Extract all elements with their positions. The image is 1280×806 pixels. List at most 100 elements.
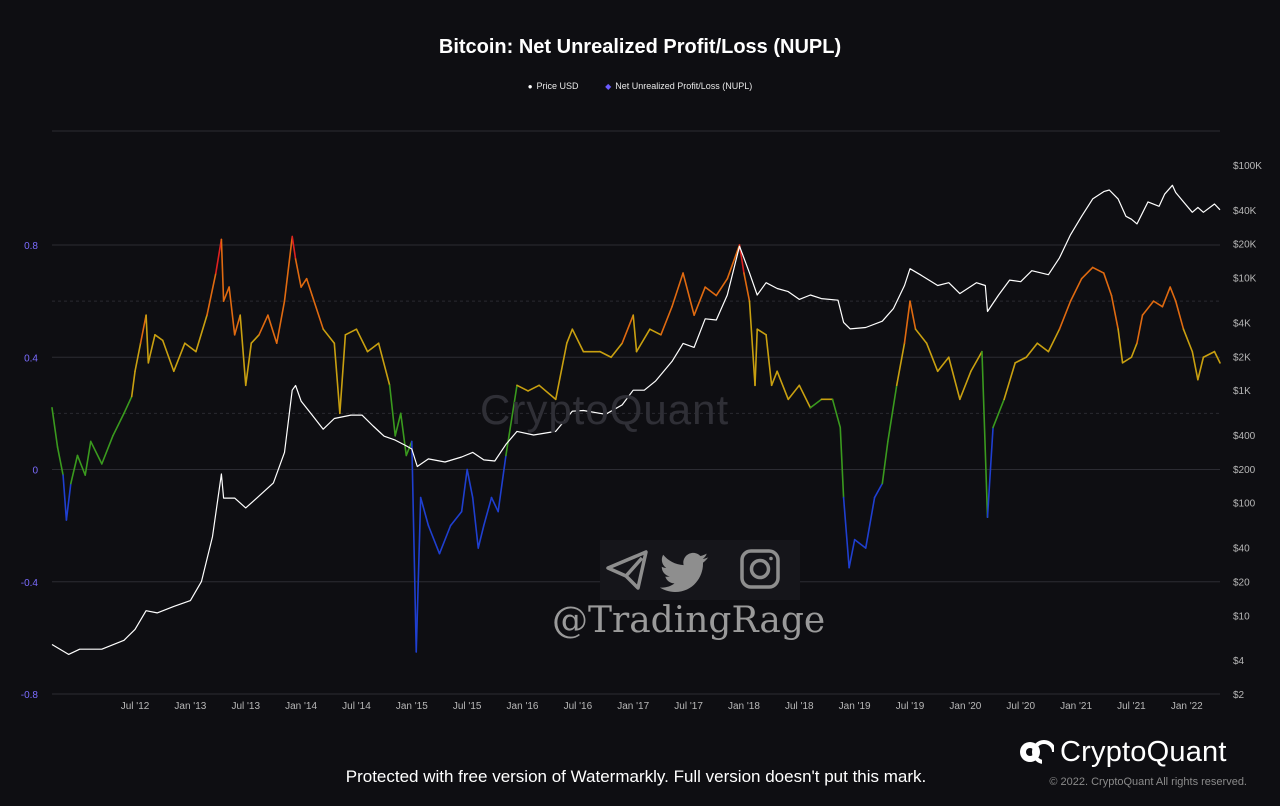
nupl-line-segment [1161, 286, 1171, 308]
right-tick-label: $2 [1233, 690, 1245, 701]
copyright-text: © 2022. CryptoQuant All rights reserved. [1049, 776, 1247, 788]
nupl-line-segment [460, 468, 468, 513]
nupl-line-segment [294, 258, 302, 288]
nupl-line-segment [56, 446, 64, 476]
nupl-line-segment [195, 314, 208, 353]
left-tick-label: -0.4 [21, 578, 39, 589]
nupl-line-segment [411, 440, 418, 653]
nupl-line-segment [1047, 328, 1061, 353]
nupl-line-segment [1191, 350, 1199, 381]
x-tick-label: Jul '19 [896, 701, 925, 712]
nupl-line-segment [914, 328, 928, 345]
nupl-line-segment [184, 342, 197, 353]
nupl-line-segment [101, 435, 114, 465]
nupl-line-segment [1110, 294, 1119, 330]
nupl-line-segment [853, 538, 867, 549]
cryptoquant-logo-icon [1020, 740, 1054, 764]
nupl-line-segment [776, 370, 790, 401]
nupl-line-segment [250, 333, 260, 345]
nupl-line-segment [239, 314, 247, 387]
x-tick-label: Jul '13 [231, 701, 260, 712]
nupl-line-segment [516, 384, 529, 392]
right-tick-label: $100 [1233, 499, 1256, 510]
nupl-line-segment [228, 286, 236, 336]
nupl-line-segment [405, 440, 413, 457]
nupl-line-segment [842, 496, 850, 569]
nupl-line-segment [84, 440, 92, 476]
brand-name: CryptoQuant [1060, 735, 1227, 768]
left-tick-label: 0.4 [24, 353, 38, 364]
legend-label-nupl: Net Unrealized Profit/Loss (NUPL) [615, 81, 753, 91]
x-tick-label: Jul '20 [1006, 701, 1035, 712]
x-tick-label: Jan '19 [839, 701, 871, 712]
nupl-line-segment [161, 339, 175, 373]
nupl-line-segment [873, 482, 884, 499]
nupl-line-segment [704, 286, 718, 297]
nupl-line-segment [267, 314, 278, 345]
nupl-line-segment [490, 496, 499, 513]
nupl-line-segment [305, 277, 313, 297]
legend-item-nupl[interactable]: ◆ Net Unrealized Profit/Loss (NUPL) [605, 81, 752, 91]
x-tick-label: Jan '21 [1060, 701, 1092, 712]
right-tick-label: $100K [1233, 161, 1262, 172]
x-tick-label: Jul '17 [674, 701, 703, 712]
legend-item-price[interactable]: ● Price USD [528, 81, 579, 91]
nupl-line-segment [366, 342, 380, 353]
nupl-line-segment [206, 272, 217, 316]
nupl-line-segment [1197, 356, 1205, 381]
center-watermark-logo: CryptoQuant [480, 386, 730, 433]
nupl-line-segment [887, 384, 898, 443]
right-tick-label: $20 [1233, 577, 1250, 588]
legend-dot-nupl: ◆ [605, 82, 612, 91]
nupl-line-segment [51, 406, 59, 448]
nupl-line-segment [123, 395, 133, 415]
right-tick-label: $40 [1233, 544, 1250, 555]
nupl-line-segment [809, 398, 823, 409]
nupl-line-segment [1169, 286, 1177, 302]
nupl-line-segment [649, 328, 662, 336]
nupl-line-segment [671, 272, 684, 308]
nupl-line-segment [715, 277, 729, 297]
x-tick-label: Jan '15 [396, 701, 428, 712]
nupl-line-segment [909, 300, 917, 330]
nupl-line-segment [65, 482, 72, 521]
nupl-line-segment [339, 333, 347, 415]
nupl-line-segment [291, 235, 297, 260]
twitter-icon [659, 552, 709, 592]
nupl-line-segment [992, 398, 1005, 429]
right-tick-label: $1K [1233, 386, 1251, 397]
nupl-line-segment [145, 314, 150, 364]
nupl-line-segment [300, 277, 308, 288]
instagram-icon [740, 549, 780, 589]
nupl-line-segment [1080, 266, 1094, 280]
x-tick-label: Jan '14 [285, 701, 317, 712]
right-tick-label: $20K [1233, 240, 1257, 251]
nupl-line-segment [1117, 328, 1124, 364]
nupl-line-segment [981, 350, 989, 519]
nupl-line-segment [970, 350, 983, 373]
x-tick-label: Jan '18 [728, 701, 760, 712]
nupl-line-segment [959, 370, 972, 401]
legend-dot-price: ● [527, 82, 533, 91]
nupl-line-segment [839, 426, 845, 499]
x-tick-label: Jan '17 [617, 701, 649, 712]
nupl-line-segment [743, 272, 751, 302]
nupl-line-segment [571, 328, 585, 353]
nupl-line-segment [1102, 272, 1113, 297]
nupl-line-segment [798, 384, 812, 409]
nupl-line-segment [1136, 314, 1144, 345]
nupl-line-segment [471, 496, 480, 549]
nupl-line-segment [754, 328, 759, 387]
nupl-line-segment [477, 524, 485, 549]
nupl-line-segment [466, 468, 474, 499]
nupl-line-segment [756, 328, 767, 336]
nupl-line-segment [1058, 300, 1072, 330]
nupl-line-segment [1202, 350, 1216, 359]
social-handle-watermark: @TradingRage [552, 600, 826, 641]
nupl-line-segment [726, 244, 741, 280]
nupl-line-segment [89, 440, 103, 465]
left-tick-label: 0 [32, 466, 38, 477]
nupl-line-segment [172, 342, 186, 373]
nupl-line-segment [986, 426, 994, 519]
